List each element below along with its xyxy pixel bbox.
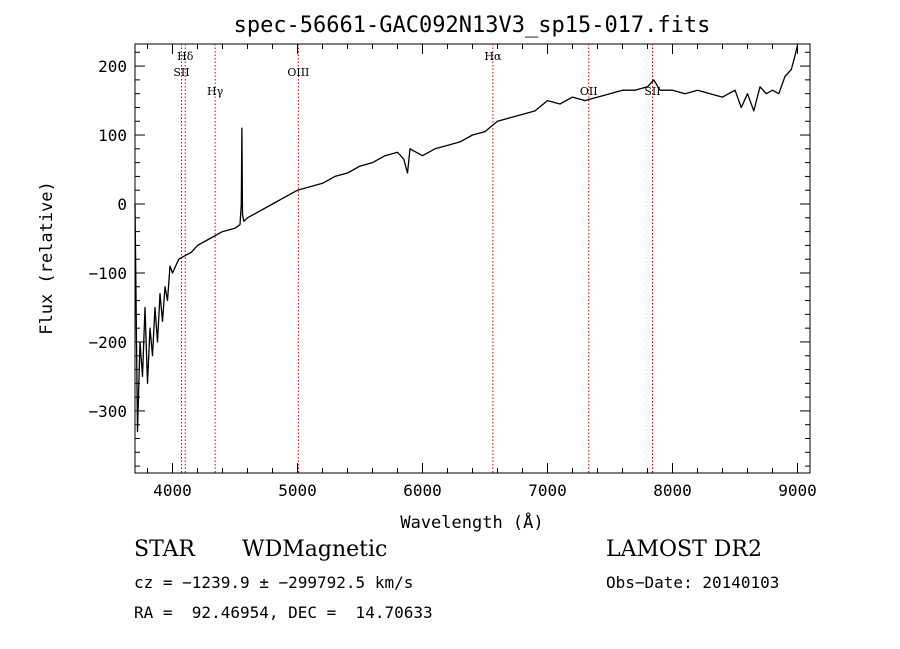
x-tick-label: 6000 bbox=[403, 481, 442, 500]
x-axis-label: Wavelength (Å) bbox=[400, 511, 543, 533]
x-axis-ticks: 4000 5000 6000 7000 8000 9000 bbox=[147, 44, 817, 500]
y-axis-ticks: −300 −200 −100 0 100 200 bbox=[88, 51, 810, 467]
x-tick-label: 5000 bbox=[278, 481, 317, 500]
line-markers: Hδ SII Hγ OIII Hα OII SII bbox=[173, 44, 661, 473]
y-axis-label: Flux (relative) bbox=[37, 181, 57, 335]
y-tick-label: 200 bbox=[98, 57, 127, 76]
y-tick-label: −200 bbox=[88, 333, 127, 352]
coordinates-text: RA = 92.46954, DEC = 14.70633 bbox=[134, 603, 433, 622]
redshift-text: cz = −1239.9 ± −299792.5 km/s bbox=[134, 573, 414, 592]
survey-name: LAMOST DR2 bbox=[606, 537, 762, 562]
y-tick-label: 100 bbox=[98, 126, 127, 145]
plot-border bbox=[134, 43, 811, 474]
line-marker-label: SII bbox=[644, 85, 660, 98]
y-tick-label: −300 bbox=[88, 402, 127, 421]
line-marker-label: Hδ bbox=[177, 50, 194, 63]
line-marker-label: Hα bbox=[484, 50, 502, 63]
object-subclass: WDMagnetic bbox=[242, 537, 388, 562]
line-marker-label: Hγ bbox=[207, 85, 224, 98]
spectrum-series bbox=[134, 45, 799, 433]
object-class: STAR bbox=[134, 537, 195, 562]
line-marker-label: OII bbox=[580, 85, 598, 98]
x-tick-label: 8000 bbox=[653, 481, 692, 500]
chart-title: spec-56661-GAC092N13V3_sp15-017.fits bbox=[234, 13, 711, 38]
x-tick-label: 9000 bbox=[778, 481, 817, 500]
y-tick-label: −100 bbox=[88, 264, 127, 283]
plot-frame bbox=[134, 43, 811, 474]
line-marker-label: SII bbox=[173, 66, 189, 79]
obs-date-text: Obs−Date: 20140103 bbox=[606, 573, 780, 592]
spectrum-line bbox=[134, 45, 799, 433]
x-tick-label: 7000 bbox=[528, 481, 567, 500]
line-marker-label: OIII bbox=[287, 66, 309, 79]
y-tick-label: 0 bbox=[117, 195, 127, 214]
x-tick-label: 4000 bbox=[153, 481, 192, 500]
